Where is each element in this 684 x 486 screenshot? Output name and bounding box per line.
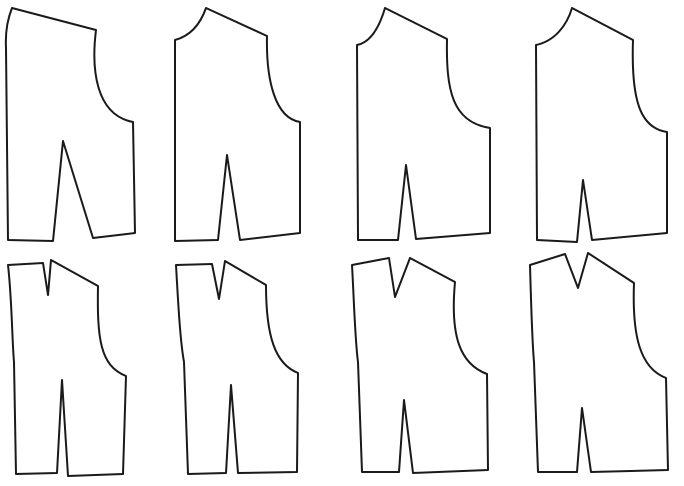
- pattern-piece-r1-c1: [4, 7, 136, 242]
- pattern-piece-r2-c4: [529, 252, 669, 473]
- pattern-piece-r1-c3: [356, 7, 491, 241]
- pattern-piece-r1-c2: [174, 7, 301, 242]
- pattern-piece-r2-c3: [351, 257, 489, 474]
- pattern-piece-r1-c4: [535, 7, 668, 243]
- pattern-piece-r2-c2: [175, 260, 299, 475]
- pattern-piece-r2-c1: [7, 259, 127, 477]
